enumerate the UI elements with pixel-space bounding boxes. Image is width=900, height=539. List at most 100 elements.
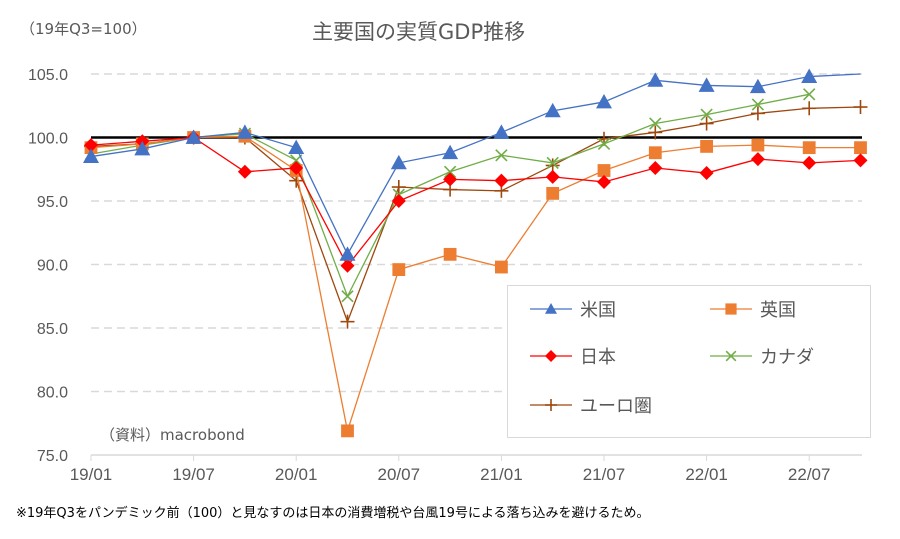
data-point bbox=[341, 424, 354, 438]
legend-item: 日本 bbox=[528, 343, 616, 369]
y-tick-label: 85.0 bbox=[37, 321, 68, 338]
data-point bbox=[237, 164, 252, 179]
data-point bbox=[853, 153, 868, 168]
data-point bbox=[853, 100, 868, 115]
x-tick-label: 19/07 bbox=[172, 465, 215, 484]
data-point bbox=[802, 101, 817, 116]
data-point bbox=[647, 72, 664, 87]
legend: 米国 英国日本 カナダユーロ圏 bbox=[507, 285, 871, 438]
legend-item: 英国 bbox=[708, 296, 796, 322]
legend-label: カナダ bbox=[760, 347, 814, 368]
data-point bbox=[803, 88, 816, 101]
data-point bbox=[288, 139, 305, 155]
y-axis-ticks: 105.0 100.0 95.0 90.0 85.0 80.0 75.0 bbox=[28, 67, 68, 465]
x-tick-label: 22/07 bbox=[788, 465, 831, 484]
series-2 bbox=[84, 130, 868, 273]
data-point bbox=[84, 138, 98, 153]
legend-diamond-icon bbox=[530, 350, 572, 362]
series-line bbox=[90, 136, 861, 267]
legend-marker bbox=[545, 399, 557, 411]
y-tick-label: 80.0 bbox=[37, 385, 68, 402]
data-point bbox=[341, 290, 354, 303]
data-point bbox=[699, 166, 714, 181]
legend-square-icon bbox=[710, 303, 752, 315]
data-point bbox=[597, 164, 611, 177]
data-point bbox=[751, 98, 765, 111]
x-tick-label: 22/01 bbox=[685, 465, 728, 484]
data-point bbox=[134, 140, 151, 156]
data-point bbox=[648, 125, 663, 140]
legend-marker bbox=[725, 350, 737, 362]
footnote: ※19年Q3をパンデミック前（100）と見なすのは日本の消費増税や台風19号によ… bbox=[16, 506, 650, 521]
data-point bbox=[749, 78, 766, 94]
data-point bbox=[801, 68, 818, 83]
y-tick-label: 95.0 bbox=[37, 194, 68, 211]
data-point bbox=[339, 246, 356, 261]
data-point bbox=[802, 155, 817, 170]
legend-plus-icon bbox=[530, 399, 572, 411]
data-point bbox=[493, 124, 510, 139]
data-point bbox=[390, 154, 407, 170]
legend-item: 米国 bbox=[528, 296, 616, 322]
data-point bbox=[596, 93, 612, 109]
data-point bbox=[545, 169, 560, 184]
data-point bbox=[392, 263, 406, 276]
data-point bbox=[751, 138, 765, 152]
data-point bbox=[289, 160, 304, 175]
chart-title: 主要国の実質GDP推移 bbox=[312, 20, 526, 44]
legend-item: カナダ bbox=[708, 343, 814, 369]
data-point bbox=[494, 173, 509, 188]
data-point bbox=[495, 260, 508, 274]
y-tick-label: 75.0 bbox=[37, 448, 68, 465]
data-point bbox=[699, 116, 714, 131]
legend-label: 日本 bbox=[580, 347, 616, 368]
x-tick-label: 21/07 bbox=[583, 465, 626, 484]
legend-marker bbox=[725, 303, 737, 315]
y-tick-label: 100.0 bbox=[28, 131, 68, 148]
legend-label: 米国 bbox=[580, 300, 616, 321]
data-point bbox=[648, 146, 662, 160]
source-note: （資料）macrobond bbox=[100, 426, 245, 444]
data-point bbox=[597, 174, 611, 189]
legend-label: ユーロ圏 bbox=[580, 396, 652, 417]
data-point bbox=[495, 149, 508, 162]
data-point bbox=[649, 117, 662, 130]
y-tick-label: 90.0 bbox=[37, 258, 68, 275]
data-point bbox=[443, 172, 458, 187]
data-point bbox=[185, 129, 202, 144]
data-point bbox=[546, 186, 560, 200]
legend-x-icon bbox=[710, 350, 752, 362]
data-point bbox=[391, 180, 406, 195]
legend-marker bbox=[545, 350, 557, 362]
data-point bbox=[700, 108, 713, 121]
data-point bbox=[750, 106, 765, 121]
y-tick-label: 105.0 bbox=[28, 67, 68, 84]
data-point bbox=[340, 314, 355, 329]
x-tick-label: 19/01 bbox=[70, 465, 113, 484]
legend-label: 英国 bbox=[760, 300, 796, 321]
series-0 bbox=[83, 68, 861, 261]
data-point bbox=[443, 247, 457, 261]
data-point bbox=[700, 139, 713, 153]
x-tick-label: 21/01 bbox=[480, 465, 523, 484]
data-point bbox=[340, 258, 355, 273]
data-point bbox=[442, 144, 459, 160]
data-point bbox=[854, 141, 867, 155]
unit-label: （19年Q3=100） bbox=[20, 20, 147, 38]
x-tick-label: 20/07 bbox=[378, 465, 421, 484]
legend-triangle-icon bbox=[530, 303, 572, 314]
data-point bbox=[83, 148, 99, 163]
data-point bbox=[648, 160, 663, 175]
data-point bbox=[443, 165, 457, 178]
series-line bbox=[90, 73, 861, 256]
legend-item: ユーロ圏 bbox=[528, 392, 652, 418]
series-group bbox=[83, 68, 868, 438]
x-axis: 19/01 19/07 20/01 20/07 21/01 21/07 22/01 22/07 bbox=[70, 454, 862, 484]
legend-marker bbox=[545, 303, 557, 314]
x-tick-label: 20/01 bbox=[275, 465, 318, 484]
series-line bbox=[90, 135, 861, 432]
data-point bbox=[391, 194, 406, 208]
data-point bbox=[546, 156, 559, 170]
data-point bbox=[544, 102, 561, 118]
